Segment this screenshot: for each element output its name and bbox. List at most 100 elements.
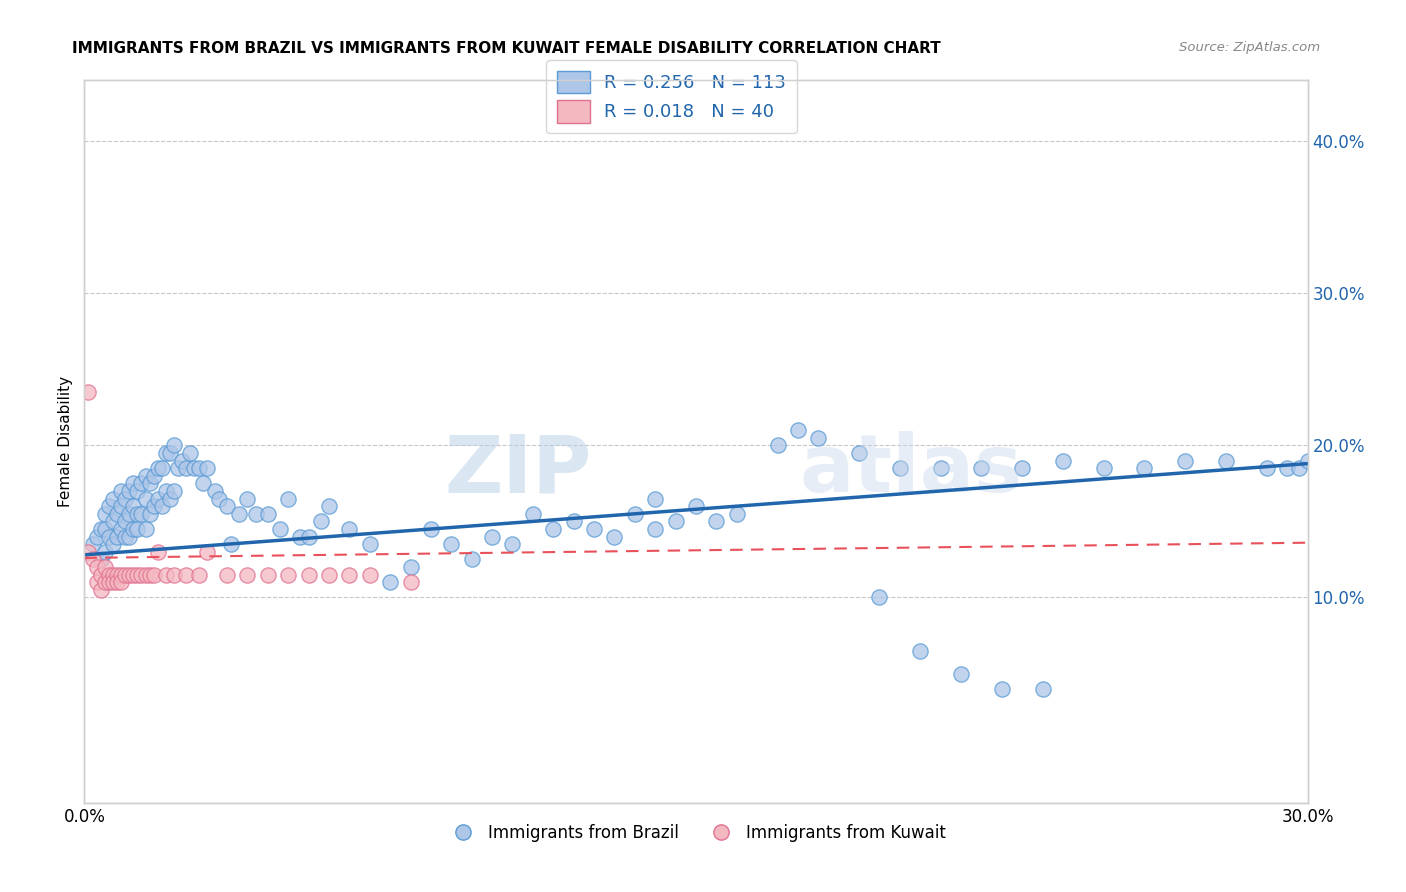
Point [163, 567, 186, 582]
Point [787, 423, 810, 437]
Point [118, 507, 141, 521]
Point [105, 507, 128, 521]
Point [138, 567, 160, 582]
Point [110, 499, 132, 513]
Point [502, 537, 524, 551]
Point [122, 476, 145, 491]
Point [298, 567, 321, 582]
Point [127, 507, 149, 521]
Point [339, 522, 361, 536]
Point [101, 567, 124, 582]
Point [142, 499, 165, 513]
Point [127, 483, 149, 498]
Point [950, 666, 973, 681]
Point [187, 461, 209, 475]
Point [122, 567, 145, 582]
Point [172, 453, 194, 467]
Point [114, 515, 136, 529]
Point [155, 446, 177, 460]
Point [1133, 461, 1156, 475]
Point [93, 575, 115, 590]
Point [114, 567, 136, 582]
Point [399, 560, 422, 574]
Point [122, 522, 145, 536]
Point [195, 461, 218, 475]
Point [257, 507, 280, 521]
Point [97, 575, 120, 590]
Point [399, 575, 422, 590]
Point [543, 522, 565, 536]
Point [150, 499, 173, 513]
Point [318, 499, 340, 513]
Point [807, 431, 830, 445]
Point [82, 537, 104, 551]
Point [910, 643, 932, 657]
Point [114, 530, 136, 544]
Point [101, 515, 124, 529]
Point [135, 522, 157, 536]
Point [217, 499, 239, 513]
Point [90, 582, 112, 597]
Point [86, 575, 108, 590]
Point [163, 483, 186, 498]
Point [1288, 461, 1310, 475]
Point [706, 515, 728, 529]
Point [179, 446, 201, 460]
Point [1032, 681, 1054, 696]
Point [77, 385, 100, 400]
Point [481, 530, 503, 544]
Point [131, 476, 153, 491]
Point [174, 567, 197, 582]
Point [131, 507, 153, 521]
Point [848, 446, 870, 460]
Point [105, 530, 128, 544]
Point [122, 499, 145, 513]
Point [93, 560, 115, 574]
Point [93, 522, 115, 536]
Point [142, 567, 165, 582]
Point [685, 499, 707, 513]
Point [219, 537, 242, 551]
Point [644, 491, 666, 506]
Point [142, 468, 165, 483]
Point [118, 530, 141, 544]
Point [208, 491, 231, 506]
Point [245, 507, 267, 521]
Point [86, 530, 108, 544]
Point [236, 567, 259, 582]
Point [195, 545, 218, 559]
Point [155, 483, 177, 498]
Point [159, 446, 181, 460]
Point [1011, 461, 1033, 475]
Point [970, 461, 993, 475]
Point [110, 483, 132, 498]
Point [82, 552, 104, 566]
Point [127, 522, 149, 536]
Point [991, 681, 1014, 696]
Point [1215, 453, 1237, 467]
Point [110, 522, 132, 536]
Point [86, 560, 108, 574]
Text: atlas: atlas [800, 432, 1024, 509]
Point [97, 499, 120, 513]
Point [929, 461, 952, 475]
Point [110, 575, 132, 590]
Point [217, 567, 239, 582]
Point [110, 567, 132, 582]
Point [163, 438, 186, 452]
Point [105, 567, 128, 582]
Point [420, 522, 443, 536]
Point [583, 522, 606, 536]
Point [191, 476, 214, 491]
Point [869, 591, 891, 605]
Point [1174, 453, 1197, 467]
Point [167, 461, 190, 475]
Point [135, 491, 157, 506]
Point [105, 575, 128, 590]
Point [97, 567, 120, 582]
Point [146, 491, 169, 506]
Point [339, 567, 361, 582]
Point [665, 515, 688, 529]
Point [298, 530, 321, 544]
Point [277, 491, 299, 506]
